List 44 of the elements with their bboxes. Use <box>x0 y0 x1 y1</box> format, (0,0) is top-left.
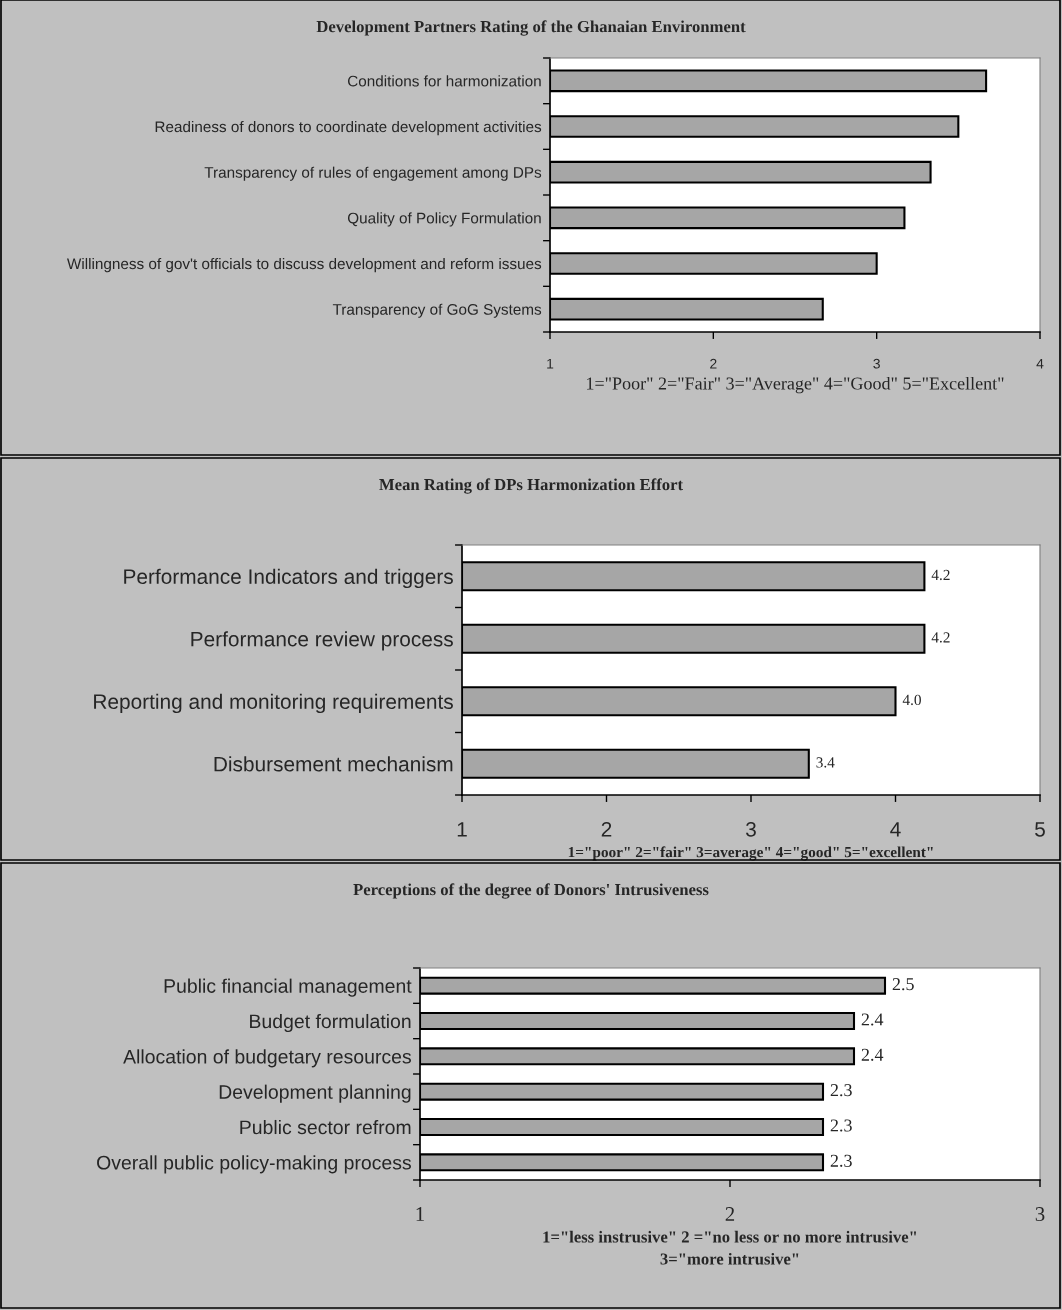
y-tick-label: Transparency of rules of engagement among DPs <box>204 166 542 181</box>
x-tick-label: 3 <box>873 358 880 369</box>
data-label: 3.4 <box>816 757 835 768</box>
x-tick-label: 1 <box>547 358 554 369</box>
data-label: 2.5 <box>892 978 914 991</box>
chart-title: Development Partners Rating of the Ghanaian Environment <box>316 20 746 36</box>
x-tick-label: 2 <box>601 821 612 837</box>
x-tick-label: 4 <box>1036 358 1044 369</box>
x-tick-label: 3 <box>1035 1207 1045 1222</box>
x-axis-title: 1="poor" 2="fair" 3=average" 4="good" 5="excellent" <box>568 846 933 861</box>
x-axis-title: 1="less instrusive" 2 ="no less or no more intrusive" 3="more intrusive" <box>543 1230 917 1265</box>
y-tick-label: Allocation of budgetary resources <box>123 1049 411 1068</box>
chart-title: Mean Rating of DPs Harmonization Effort <box>379 478 683 494</box>
data-label: 2.3 <box>830 1084 852 1097</box>
x-tick-label: 1 <box>416 1207 424 1221</box>
y-tick-label: Disbursement mechanism <box>214 756 453 772</box>
y-tick-label: Conditions for harmonization <box>347 75 541 87</box>
data-label: 4.2 <box>931 569 950 581</box>
y-tick-label: Willingness of gov't officials to discuss development and reform issues <box>66 257 542 273</box>
y-tick-label: Overall public policy-making process <box>97 1155 411 1174</box>
x-tick-label: 3 <box>746 821 756 837</box>
y-tick-label: Quality of Policy Formulation <box>347 212 541 227</box>
x-tick-label: 1 <box>457 822 467 837</box>
data-label: 2.4 <box>861 1013 884 1026</box>
x-tick-label: 4 <box>890 822 901 837</box>
y-tick-label: Public sector refrom <box>240 1119 411 1135</box>
y-tick-label: Public financial management <box>164 978 412 997</box>
data-label: 4.0 <box>902 694 921 706</box>
y-tick-label: Transparency of GoG Systems <box>332 303 542 318</box>
y-tick-label: Development planning <box>219 1084 411 1103</box>
data-label: 4.2 <box>931 632 950 643</box>
chart-title: Perceptions of the degree of Donors' Intrusiveness <box>353 883 709 899</box>
data-label: 2.4 <box>861 1048 884 1061</box>
data-label: 2.3 <box>830 1119 852 1132</box>
x-axis-title: 1="Poor" 2="Fair" 3="Average" 4="Good" 5="Excellent" <box>587 376 1004 394</box>
y-tick-label: Performance Indicators and triggers <box>124 568 453 589</box>
y-tick-label: Reporting and monitoring requirements <box>94 693 453 714</box>
y-tick-label: Readiness of donors to coordinate development activities <box>155 120 542 136</box>
y-tick-label: Performance review process <box>191 631 453 651</box>
x-tick-label: 2 <box>710 358 717 369</box>
data-label: 2.3 <box>830 1154 852 1167</box>
x-tick-label: 5 <box>1035 822 1045 837</box>
y-tick-label: Budget formulation <box>250 1013 411 1033</box>
x-tick-label: 2 <box>725 1207 735 1221</box>
